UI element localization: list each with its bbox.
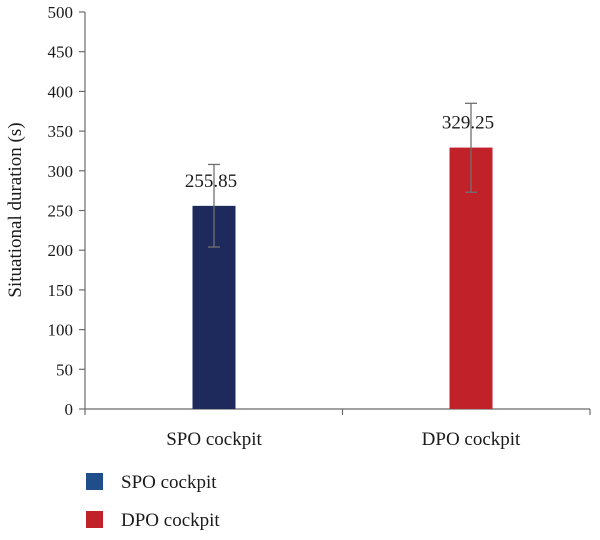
y-tick-label: 400 xyxy=(48,82,74,101)
error-bar xyxy=(208,163,220,248)
legend-item: SPO cockpit xyxy=(86,472,217,493)
x-tick-label: SPO cockpit xyxy=(166,429,262,450)
y-tick-label: 500 xyxy=(48,3,74,22)
legend-label: DPO cockpit xyxy=(121,510,220,531)
legend: SPO cockpit DPO cockpit xyxy=(86,472,220,531)
y-tick-label: 250 xyxy=(48,202,74,221)
y-tick-label: 300 xyxy=(48,162,74,181)
data-labels: 255.85 329.25 xyxy=(185,113,494,192)
y-axis-label: Situational duration (s) xyxy=(5,122,26,297)
data-label: 329.25 xyxy=(442,113,494,134)
y-tick-label: 350 xyxy=(48,122,74,141)
legend-label: SPO cockpit xyxy=(121,472,217,493)
y-tick-label: 150 xyxy=(48,281,74,300)
legend-swatch xyxy=(86,473,103,490)
error-bars xyxy=(208,102,477,248)
bars xyxy=(192,147,493,409)
data-label: 255.85 xyxy=(185,171,237,192)
legend-swatch xyxy=(86,511,103,528)
y-tick-label: 0 xyxy=(65,400,74,419)
y-tick-label: 450 xyxy=(48,43,74,62)
error-bar xyxy=(465,102,477,193)
x-tick-label: DPO cockpit xyxy=(422,429,521,450)
axes: 0 50 100 150 200 250 300 350 400 450 500 SPO cockpi… xyxy=(48,3,591,450)
legend-item: DPO cockpit xyxy=(86,510,220,531)
y-tick-label: 200 xyxy=(48,241,74,260)
y-tick-label: 50 xyxy=(56,360,73,379)
y-tick-label: 100 xyxy=(48,321,74,340)
